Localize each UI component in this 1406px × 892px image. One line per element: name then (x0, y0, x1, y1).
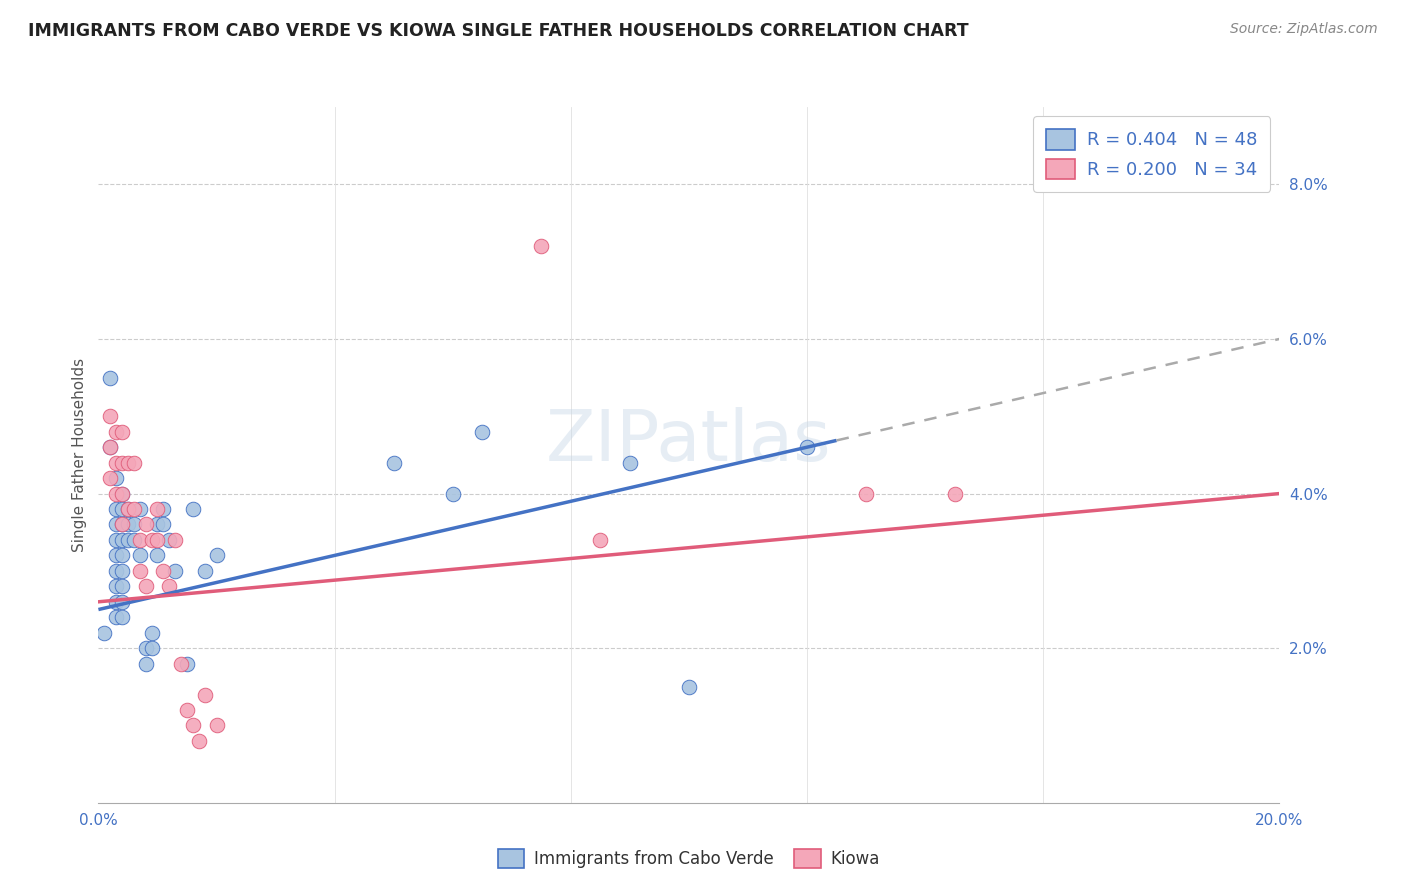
Point (122, 517, 145, 532)
Point (471, 425, 494, 439)
Point (105, 517, 128, 532)
Point (205, 549, 228, 563)
Point (105, 595, 128, 609)
Point (105, 456, 128, 470)
Point (111, 486, 134, 500)
Point (117, 502, 139, 516)
Point (111, 564, 134, 578)
Point (205, 718, 228, 732)
Point (117, 456, 139, 470)
Point (122, 456, 145, 470)
Point (382, 456, 405, 470)
Point (98, 440, 121, 454)
Point (157, 579, 180, 593)
Point (98, 440, 121, 454)
Point (128, 549, 150, 563)
Point (105, 579, 128, 593)
Point (170, 657, 193, 671)
Y-axis label: Single Father Households: Single Father Households (72, 358, 87, 552)
Point (105, 564, 128, 578)
Point (187, 734, 209, 748)
Point (530, 239, 553, 253)
Point (98, 409, 121, 424)
Point (678, 680, 700, 694)
Legend: R = 0.404   N = 48, R = 0.200   N = 34: R = 0.404 N = 48, R = 0.200 N = 34 (1033, 116, 1271, 192)
Point (176, 657, 198, 671)
Point (128, 533, 150, 547)
Point (117, 533, 139, 547)
Point (181, 718, 204, 732)
Point (141, 641, 163, 656)
Point (111, 579, 134, 593)
Point (441, 486, 464, 500)
Point (135, 579, 157, 593)
Point (111, 517, 134, 532)
Point (796, 440, 818, 454)
Point (98, 370, 121, 384)
Point (105, 486, 128, 500)
Point (117, 517, 139, 532)
Point (111, 549, 134, 563)
Point (111, 533, 134, 547)
Point (122, 533, 145, 547)
Point (135, 517, 157, 532)
Point (165, 564, 187, 578)
Point (122, 502, 145, 516)
Text: ZIPatlas: ZIPatlas (546, 407, 832, 475)
Point (111, 610, 134, 624)
Point (111, 502, 134, 516)
Point (943, 486, 966, 500)
Point (93, 625, 115, 640)
Point (589, 533, 612, 547)
Point (117, 502, 139, 516)
Point (165, 533, 187, 547)
Point (105, 610, 128, 624)
Point (111, 425, 134, 439)
Point (146, 549, 169, 563)
Point (146, 533, 169, 547)
Text: IMMIGRANTS FROM CABO VERDE VS KIOWA SINGLE FATHER HOUSEHOLDS CORRELATION CHART: IMMIGRANTS FROM CABO VERDE VS KIOWA SING… (28, 22, 969, 40)
Point (157, 533, 180, 547)
Point (152, 502, 174, 516)
Point (111, 595, 134, 609)
Point (181, 502, 204, 516)
Point (152, 564, 174, 578)
Point (141, 625, 163, 640)
Point (105, 502, 128, 516)
Legend: Immigrants from Cabo Verde, Kiowa: Immigrants from Cabo Verde, Kiowa (491, 842, 887, 875)
Point (619, 456, 641, 470)
Point (152, 517, 174, 532)
Point (111, 517, 134, 532)
Point (111, 456, 134, 470)
Point (111, 486, 134, 500)
Point (146, 517, 169, 532)
Point (141, 533, 163, 547)
Point (194, 564, 217, 578)
Point (128, 564, 150, 578)
Point (176, 703, 198, 717)
Text: Source: ZipAtlas.com: Source: ZipAtlas.com (1230, 22, 1378, 37)
Point (105, 549, 128, 563)
Point (128, 502, 150, 516)
Point (146, 502, 169, 516)
Point (105, 425, 128, 439)
Point (135, 657, 157, 671)
Point (98, 471, 121, 485)
Point (194, 688, 217, 702)
Point (855, 486, 877, 500)
Point (105, 533, 128, 547)
Point (105, 471, 128, 485)
Point (135, 641, 157, 656)
